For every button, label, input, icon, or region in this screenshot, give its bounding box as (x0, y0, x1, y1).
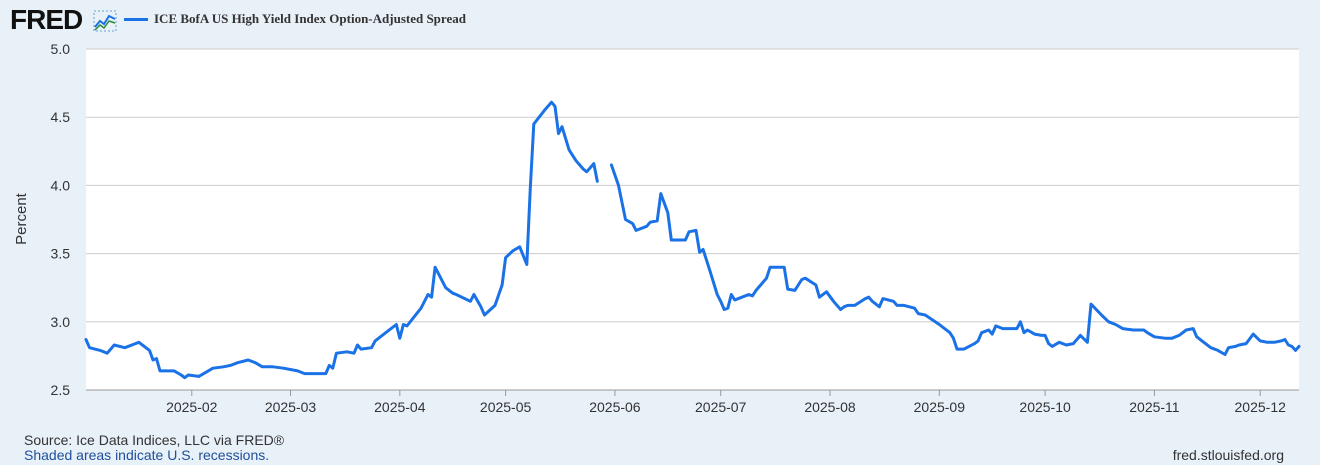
plot-area (86, 49, 1299, 390)
y-tick-label: 4.5 (51, 109, 71, 125)
y-tick-label: 5.0 (51, 41, 71, 57)
grid-lines (86, 48, 1299, 391)
site-url[interactable]: fred.stlouisfed.org (1172, 447, 1284, 463)
y-axis-label: Percent (13, 192, 30, 245)
source-note: Source: Ice Data Indices, LLC via FRED® (24, 432, 285, 448)
y-tick-label: 4.0 (51, 177, 71, 193)
y-tick-label: 3.0 (51, 314, 71, 330)
y-tick-label: 2.5 (51, 382, 71, 398)
x-tick-label: 2025-12 (1235, 399, 1287, 415)
x-tick-label: 2025-07 (695, 399, 747, 415)
legend-swatch (124, 17, 148, 21)
line-chart[interactable]: 2.5 3.0 3.5 4.0 4.5 5.0 2025-02 2025-03 2025-04… (0, 0, 1320, 430)
x-tick-label: 2025-05 (480, 399, 532, 415)
x-tick-label: 2025-09 (914, 399, 966, 415)
x-tick-label: 2025-10 (1019, 399, 1071, 415)
series-lines (84, 100, 1301, 380)
x-tick-label: 2025-04 (374, 399, 426, 415)
y-tick-label: 3.5 (51, 246, 71, 262)
line-chart-icon (93, 10, 117, 32)
x-tick-label: 2025-02 (166, 399, 218, 415)
chart-legend[interactable]: ICE BofA US High Yield Index Option-Adju… (124, 11, 466, 27)
recession-note-link[interactable]: Shaded areas indicate U.S. recessions. (24, 447, 270, 463)
x-tick-label: 2025-08 (804, 399, 856, 415)
x-tick-label: 2025-11 (1129, 399, 1180, 415)
series-line-segment[interactable] (84, 100, 599, 380)
x-axis: 2025-02 2025-03 2025-04 2025-05 2025-06 2025-… (166, 390, 1286, 415)
x-tick-label: 2025-06 (589, 399, 641, 415)
y-axis: 2.5 3.0 3.5 4.0 4.5 5.0 (51, 41, 71, 398)
series-line-segment[interactable] (609, 163, 1301, 356)
legend-label: ICE BofA US High Yield Index Option-Adju… (154, 11, 466, 26)
x-tick-label: 2025-03 (265, 399, 317, 415)
fred-logo[interactable]: FRED (10, 4, 83, 35)
